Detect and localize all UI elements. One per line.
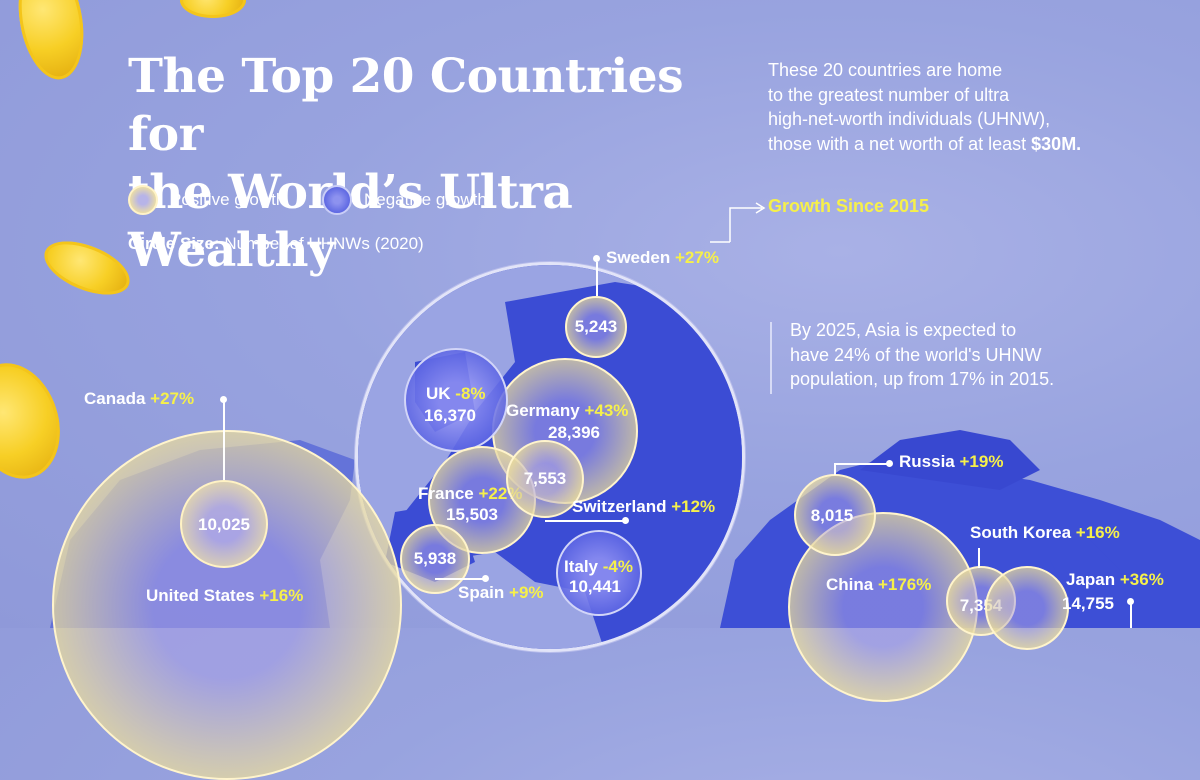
germany-name: Germany [506, 401, 580, 420]
subtitle-threshold: $30M. [1031, 133, 1082, 154]
subtitle-line-2: to the greatest number of ultra [768, 84, 1010, 105]
page-title: The Top 20 Countries for the World’s Ult… [128, 48, 748, 280]
canada-name: Canada [84, 389, 146, 408]
bubble-spain [400, 524, 470, 594]
switzerland-leader-line [545, 520, 625, 522]
switzerland-label: Switzerland +12% [572, 497, 715, 517]
asia-note-line-3: population, up from 17% in 2015. [790, 369, 1055, 389]
canada-growth: +27% [150, 389, 195, 408]
bubble-switzerland [506, 440, 584, 518]
subtitle-line-1: These 20 countries are home [768, 60, 1003, 80]
canada-pin [220, 396, 227, 403]
south-korea-label: South Korea +16% [970, 523, 1120, 543]
positive-growth-swatch [128, 185, 158, 215]
spain-label: Spain +9% [458, 583, 544, 603]
sweden-value: 5,243 [574, 317, 618, 336]
growth-key-arrow-icon [710, 202, 766, 243]
subtitle-line-4-text: those with a net worth of at least [768, 133, 1032, 154]
legend-positive-label: Positive growth [170, 190, 286, 209]
us-label: United States +16% [146, 586, 303, 606]
bubble-sweden [565, 296, 627, 358]
japan-leader-line [1130, 600, 1132, 628]
circle-size-note: Circle Size: Number of UHNWs (2020) [128, 234, 424, 254]
asia-note-line-2: have 24% of the world's UHNW [790, 344, 1042, 365]
japan-growth: +36% [1119, 570, 1164, 589]
germany-value: 28,396 [548, 423, 600, 442]
asia-note-bar [770, 322, 772, 394]
france-name: France [418, 484, 474, 503]
bubble-uk [404, 348, 508, 452]
bubble-italy [556, 530, 642, 616]
asia-note: By 2025, Asia is expected to have 24% of… [790, 318, 1090, 392]
russia-leader-line-h [834, 463, 890, 465]
uk-label: UK -8% [426, 384, 486, 404]
subtitle-line-4: those with a net worth of at least $30M. [768, 132, 1188, 157]
russia-leader-line-v [834, 463, 836, 475]
bubble-canada [180, 480, 268, 568]
italy-name: Italy [564, 557, 599, 576]
legend-negative-label: Negative growth [364, 190, 487, 209]
title-line-1: The Top 20 Countries for [128, 49, 684, 162]
subtitle: These 20 countries are home to the great… [768, 58, 1188, 156]
sweden-label: Sweden +27% [606, 248, 719, 268]
negative-growth-swatch [322, 185, 352, 215]
us-name: United States [146, 586, 255, 605]
germany-growth: +43% [584, 401, 629, 420]
legend-positive: Positive growth [128, 185, 285, 215]
italy-value: 10,441 [569, 577, 621, 596]
italy-growth: -4% [602, 557, 633, 576]
china-name: China [826, 575, 874, 594]
bubble-russia [794, 474, 876, 556]
spain-pin [482, 575, 489, 582]
canada-value: 10,025 [198, 515, 250, 534]
canada-leader-line [223, 400, 225, 480]
russia-pin [886, 460, 893, 467]
spain-name: Spain [458, 583, 505, 602]
spain-growth: +9% [509, 583, 544, 602]
uk-value: 16,370 [424, 406, 476, 425]
germany-label: Germany +43% [506, 401, 628, 421]
growth-key-label: Growth Since 2015 [768, 196, 930, 216]
japan-value: 14,755 [1062, 594, 1114, 613]
switzerland-value: 7,553 [523, 469, 567, 488]
coin-decoration-icon [180, 0, 246, 18]
sweden-leader-line [596, 262, 598, 296]
russia-growth: +19% [959, 452, 1004, 471]
sweden-growth: +27% [674, 248, 719, 267]
russia-value: 8,015 [810, 506, 854, 525]
us-growth: +16% [259, 586, 304, 605]
china-label: China +176% [826, 575, 931, 595]
south-korea-name: South Korea [970, 523, 1072, 542]
uk-growth: -8% [455, 384, 486, 403]
switzerland-growth: +12% [671, 497, 716, 516]
uk-name: UK [426, 384, 451, 403]
south-korea-leader-line [978, 548, 980, 568]
sweden-name: Sweden [606, 248, 671, 267]
russia-name: Russia [899, 452, 955, 471]
title-line-2: the World’s Ultra Wealthy [128, 165, 573, 278]
italy-label: Italy -4% [564, 557, 633, 577]
size-note-label: Circle Size: [128, 234, 220, 253]
size-note-value: Number of UHNWs (2020) [224, 234, 424, 253]
switzerland-pin [622, 517, 629, 524]
subtitle-line-3: high-net-worth individuals (UHNW), [768, 109, 1051, 129]
china-growth: +176% [877, 575, 932, 594]
asia-note-line-1: By 2025, Asia is expected to [790, 320, 1017, 340]
japan-label: Japan +36% [1066, 570, 1164, 590]
legend-negative: Negative growth [322, 185, 487, 215]
sweden-pin [593, 255, 600, 262]
bubble-japan [985, 566, 1069, 650]
switzerland-name: Switzerland [572, 497, 667, 516]
japan-pin [1127, 598, 1134, 605]
japan-name: Japan [1066, 570, 1116, 589]
spain-leader-line [435, 578, 485, 580]
south-korea-growth: +16% [1075, 523, 1120, 542]
russia-label: Russia +19% [899, 452, 1003, 472]
canada-label: Canada +27% [84, 389, 194, 409]
france-value: 15,503 [446, 505, 498, 524]
spain-value: 5,938 [413, 549, 457, 568]
